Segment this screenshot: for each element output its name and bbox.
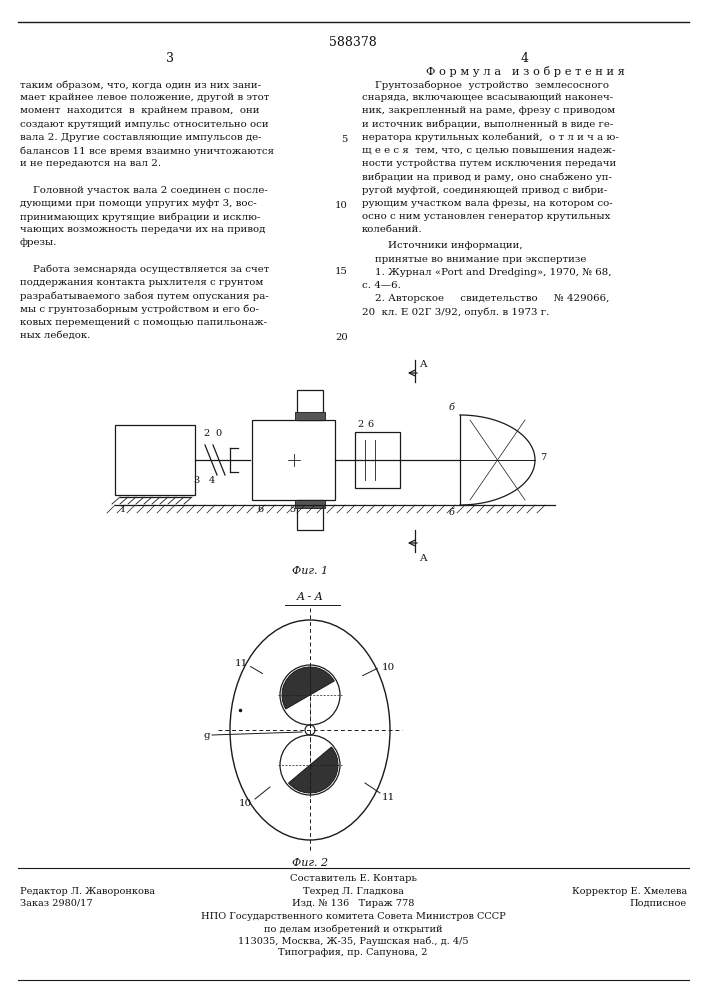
Text: и источник вибрации, выполненный в виде ге-: и источник вибрации, выполненный в виде … [362,120,614,129]
Text: момент  находится  в  крайнем правом,  они: момент находится в крайнем правом, они [20,106,259,115]
Text: ности устройства путем исключения передачи: ности устройства путем исключения переда… [362,159,617,168]
Text: колебаний.: колебаний. [362,225,423,234]
Text: Головной участок вала 2 соединен с после-: Головной участок вала 2 соединен с после… [20,186,268,195]
Text: рующим участком вала фрезы, на котором со-: рующим участком вала фрезы, на котором с… [362,199,613,208]
Bar [355,432,400,488]
Text: Фиг. 1: Фиг. 1 [292,566,328,576]
Text: 20  кл. Е 02Г 3/92, опубл. в 1973 г.: 20 кл. Е 02Г 3/92, опубл. в 1973 г. [362,307,549,317]
Text: Заказ 2980/17: Заказ 2980/17 [20,899,93,908]
Bar [295,412,325,420]
Text: 11: 11 [235,658,248,668]
Text: таким образом, что, когда один из них зани-: таким образом, что, когда один из них за… [20,80,261,90]
Wedge shape [282,667,334,709]
Text: фрезы.: фрезы. [20,238,57,247]
Text: и не передаются на вал 2.: и не передаются на вал 2. [20,159,161,168]
Text: 11: 11 [382,793,395,802]
Text: 2. Авторское     свидетельство     № 429066,: 2. Авторское свидетельство № 429066, [362,294,609,303]
Text: Фиг. 2: Фиг. 2 [292,858,328,868]
Text: дующими при помощи упругих муфт 3, вос-: дующими при помощи упругих муфт 3, вос- [20,199,257,208]
Text: вибрации на привод и раму, оно снабжено уп-: вибрации на привод и раму, оно снабжено … [362,172,612,182]
Text: нератора крутильных колебаний,  о т л и ч а ю-: нератора крутильных колебаний, о т л и ч… [362,133,619,142]
Text: вала 2. Другие составляющие импульсов де-: вала 2. Другие составляющие импульсов де… [20,133,262,142]
Text: НПО Государственного комитета Совета Министров СССР: НПО Государственного комитета Совета Мин… [201,912,506,921]
Text: 5: 5 [341,135,348,144]
Text: A: A [419,554,426,563]
Text: 6: 6 [257,505,263,514]
Text: Корректор Е. Хмелева: Корректор Е. Хмелева [572,887,687,896]
Text: ник, закрепленный на раме, фрезу с приводом: ник, закрепленный на раме, фрезу с приво… [362,106,615,115]
Text: создают крутящий импульс относительно оси: создают крутящий импульс относительно ос… [20,120,269,129]
Wedge shape [288,747,338,793]
Text: 2: 2 [357,420,363,429]
Text: Техред Л. Гладкова: Техред Л. Гладкова [303,887,404,896]
Text: щ е е с я  тем, что, с целью повышения надеж-: щ е е с я тем, что, с целью повышения на… [362,146,616,155]
Text: g: g [204,730,210,740]
Text: с. 4—6.: с. 4—6. [362,281,401,290]
Bar [252,420,335,500]
Bar [297,500,323,530]
Text: 4: 4 [521,52,529,65]
Text: балансов 11 все время взаимно уничтожаются: балансов 11 все время взаимно уничтожают… [20,146,274,155]
Text: 1. Журнал «Port and Dredging», 1970, № 68,: 1. Журнал «Port and Dredging», 1970, № 6… [362,268,612,277]
Text: снаряда, включающее всасывающий наконеч-: снаряда, включающее всасывающий наконеч- [362,93,613,102]
Text: б: б [449,508,455,517]
Text: Редактор Л. Жаворонкова: Редактор Л. Жаворонкова [20,887,155,896]
Text: 0: 0 [215,429,221,438]
Text: разрабатываемого забоя путем опускания ра-: разрабатываемого забоя путем опускания р… [20,291,269,301]
Text: 3: 3 [166,52,174,65]
Text: по делам изобретений и открытий: по делам изобретений и открытий [264,924,443,934]
Text: мы с грунтозаборным устройством и его бо-: мы с грунтозаборным устройством и его бо… [20,304,259,314]
Text: ных лебедок.: ных лебедок. [20,331,90,340]
Text: 10: 10 [382,662,395,672]
Text: 15: 15 [335,267,348,276]
Text: Типография, пр. Сапунова, 2: Типография, пр. Сапунова, 2 [279,948,428,957]
Text: 2: 2 [203,429,209,438]
Text: ковых перемещений с помощью папильонаж-: ковых перемещений с помощью папильонаж- [20,318,267,327]
Text: 6: 6 [367,420,373,429]
Text: поддержания контакта рыхлителя с грунтом: поддержания контакта рыхлителя с грунтом [20,278,264,287]
Text: Ф о р м у л а   и з о б р е т е н и я: Ф о р м у л а и з о б р е т е н и я [426,66,624,77]
Bar [295,500,325,508]
Text: Подписное: Подписное [630,899,687,908]
Text: Источники информации,: Источники информации, [362,241,522,250]
Text: Грунтозаборное  устройство  землесосного: Грунтозаборное устройство землесосного [362,80,609,90]
Text: 1: 1 [120,505,127,514]
Text: 4: 4 [209,476,215,485]
Text: 113035, Москва, Ж-35, Раушская наб., д. 4/5: 113035, Москва, Ж-35, Раушская наб., д. … [238,936,468,946]
Text: мает крайнее левое положение, другой в этот: мает крайнее левое положение, другой в э… [20,93,269,102]
Text: Изд. № 136   Тираж 778: Изд. № 136 Тираж 778 [292,899,414,908]
Text: принятые во внимание при экспертизе: принятые во внимание при экспертизе [362,255,586,264]
Bar [297,390,323,420]
Text: A: A [419,360,426,369]
Text: осно с ним установлен генератор крутильных: осно с ним установлен генератор крутильн… [362,212,610,221]
Text: чающих возможность передачи их на привод: чающих возможность передачи их на привод [20,225,265,234]
Text: 20: 20 [335,333,348,342]
Text: 5: 5 [289,505,295,514]
Text: 10: 10 [238,799,252,808]
Text: Составитель Е. Контарь: Составитель Е. Контарь [290,874,416,883]
Bar [115,425,195,495]
Text: ругой муфтой, соединяющей привод с вибри-: ругой муфтой, соединяющей привод с вибри… [362,186,607,195]
Text: 3: 3 [193,476,199,485]
Text: б: б [449,403,455,412]
Text: 7: 7 [540,452,547,462]
Text: 10: 10 [335,201,348,210]
Text: 588378: 588378 [329,36,377,49]
Text: A - A: A - A [297,592,323,602]
Text: принимающих крутящие вибрации и исклю-: принимающих крутящие вибрации и исклю- [20,212,260,222]
Text: Работа земснаряда осуществляется за счет: Работа земснаряда осуществляется за счет [20,265,269,274]
